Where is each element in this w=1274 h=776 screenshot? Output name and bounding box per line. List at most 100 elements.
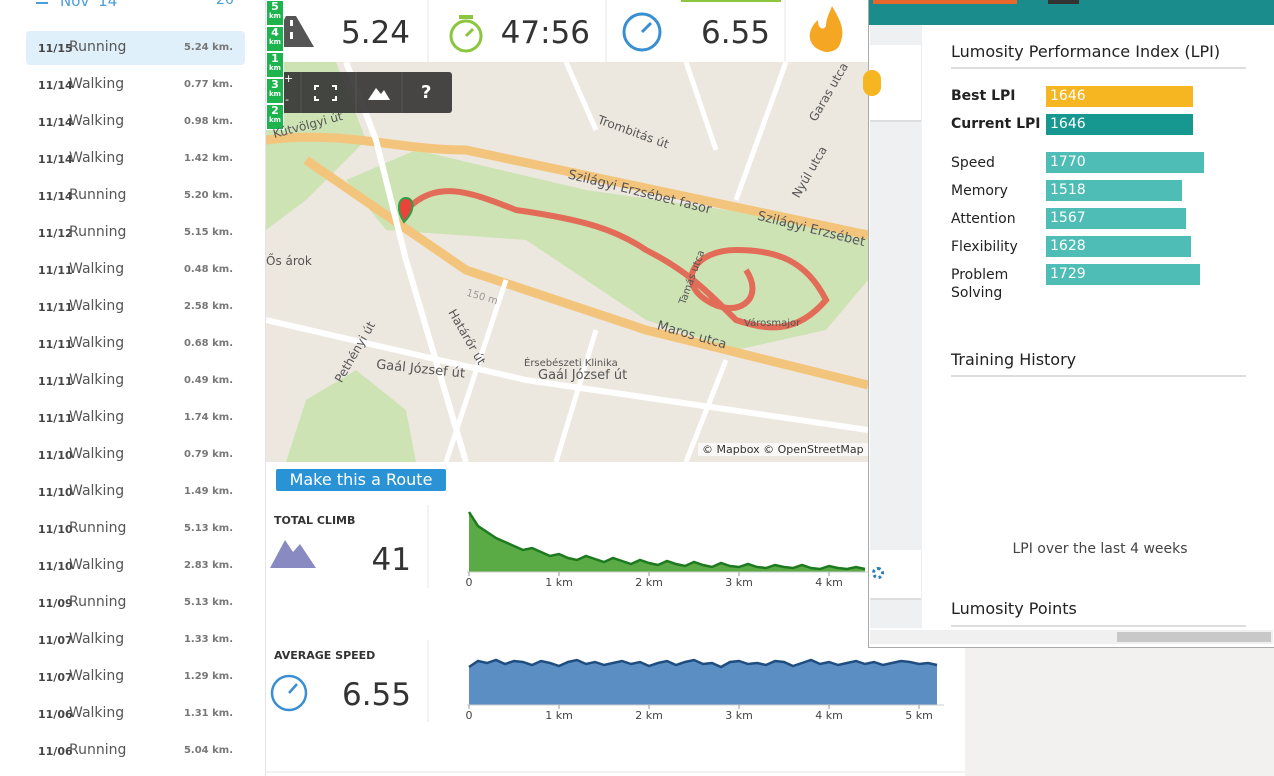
activity-date: 11/06 bbox=[38, 708, 73, 721]
activity-distance: 1.74 km. bbox=[183, 412, 233, 423]
activity-date: 11/14 bbox=[38, 116, 73, 129]
activity-item[interactable]: 11/11 Walking 0.68 km. bbox=[26, 327, 245, 361]
activity-type: Walking bbox=[69, 631, 125, 647]
activity-distance: 5.13 km. bbox=[183, 597, 233, 608]
activity-item[interactable]: 11/10 Walking 1.49 km. bbox=[26, 475, 245, 509]
month-count: 26 bbox=[216, 0, 234, 8]
activity-type: Running bbox=[69, 520, 127, 536]
km-marker: 2 km bbox=[266, 104, 284, 130]
activity-date: 11/09 bbox=[38, 597, 73, 610]
activity-type: Walking bbox=[69, 483, 125, 499]
menu-icon bbox=[36, 2, 48, 4]
route bbox=[403, 188, 830, 331]
activity-type: Walking bbox=[69, 557, 125, 573]
activity-distance: 5.24 km. bbox=[183, 42, 233, 53]
month-header: Nov '14 bbox=[60, 0, 118, 10]
map-attribution: © Mapbox © OpenStreetMap bbox=[698, 443, 868, 456]
zoom-in[interactable]: + bbox=[284, 72, 294, 85]
activity-date: 11/07 bbox=[38, 671, 73, 684]
map-label: Szilágyi Erzsébet fasor bbox=[566, 167, 713, 218]
activity-item[interactable]: 11/07 Walking 1.33 km. bbox=[26, 623, 245, 657]
side-panel bbox=[870, 25, 922, 628]
map-labels: + - ? Szilágyi Erzsébet fasor Trombitás … bbox=[266, 0, 868, 462]
help-button[interactable]: ? bbox=[421, 82, 432, 103]
activity-item[interactable]: 11/11 Walking 1.74 km. bbox=[26, 401, 245, 435]
activity-item[interactable]: 11/14 Walking 1.42 km. bbox=[26, 142, 245, 176]
park bbox=[286, 370, 416, 462]
zoom-out[interactable]: - bbox=[285, 93, 289, 106]
activity-item[interactable]: 11/11 Walking 0.49 km. bbox=[26, 364, 245, 398]
km-marker: 5 km bbox=[266, 0, 284, 26]
km-marker-unit: km bbox=[269, 116, 281, 124]
activity-item[interactable]: 11/10 Running 5.13 km. bbox=[26, 512, 245, 546]
map-label: Határőr út bbox=[445, 306, 489, 368]
activity-distance: 0.68 km. bbox=[183, 338, 233, 349]
activity-type: Walking bbox=[69, 705, 125, 721]
activity-item[interactable]: 11/14 Walking 0.98 km. bbox=[26, 105, 245, 139]
activity-item[interactable]: 11/09 Running 5.13 km. bbox=[26, 586, 245, 620]
climb-label: TOTAL CLIMB bbox=[274, 514, 356, 527]
activity-item[interactable]: 11/14 Walking 0.77 km. bbox=[26, 68, 245, 102]
activity-date: 11/10 bbox=[38, 560, 73, 573]
km-marker-unit: km bbox=[269, 64, 281, 72]
map-label: Maros utca bbox=[655, 318, 729, 353]
activity-type: Running bbox=[69, 39, 127, 55]
road-line bbox=[290, 32, 293, 39]
activity-item[interactable]: 11/11 Walking 0.48 km. bbox=[26, 253, 245, 287]
activity-item[interactable]: 11/10 Walking 0.79 km. bbox=[26, 438, 245, 472]
fullscreen-icon[interactable] bbox=[314, 85, 337, 101]
activity-date: 11/15 bbox=[38, 42, 73, 55]
activity-date: 11/14 bbox=[38, 153, 73, 166]
activity-distance: 1.33 km. bbox=[183, 634, 233, 645]
header-tab bbox=[873, 0, 1017, 4]
skill-name: Memory bbox=[951, 183, 1008, 199]
activity-item[interactable]: 11/06 Walking 1.31 km. bbox=[26, 697, 245, 731]
activity-item[interactable]: 11/12 Running 5.15 km. bbox=[26, 216, 245, 250]
activity-distance: 5.20 km. bbox=[183, 190, 233, 201]
lpi-bar: 1770 bbox=[1046, 152, 1204, 173]
activity-date: 11/14 bbox=[38, 190, 73, 203]
settings-icon[interactable] bbox=[872, 567, 884, 579]
activity-item[interactable]: 11/15 Running 5.24 km. bbox=[26, 31, 245, 65]
map-label: Gaál József út bbox=[375, 357, 466, 382]
activity-type: Walking bbox=[69, 409, 125, 425]
best-lpi-label: Best LPI bbox=[951, 88, 1016, 104]
speed-label: AVERAGE SPEED bbox=[274, 649, 376, 662]
activity-distance: 0.49 km. bbox=[183, 375, 233, 386]
km-marker: 4 km bbox=[266, 26, 284, 52]
current-lpi-label: Current LPI bbox=[951, 116, 1041, 132]
activity-date: 11/11 bbox=[38, 412, 73, 425]
km-marker-number: 1 bbox=[271, 52, 279, 65]
km-marker-unit: km bbox=[269, 90, 281, 98]
km-marker-number: 3 bbox=[271, 78, 279, 91]
lpi-bar: 1628 bbox=[1046, 236, 1192, 257]
activity-detail: + - ? Szilágyi Erzsébet fasor Trombitás … bbox=[266, 0, 965, 776]
stopwatch-hand bbox=[464, 27, 475, 38]
activity-item[interactable]: 11/14 Running 5.20 km. bbox=[26, 179, 245, 213]
lpi-bar: 1729 bbox=[1046, 264, 1201, 285]
activity-distance: 2.58 km. bbox=[183, 301, 233, 312]
main-road bbox=[303, 156, 870, 390]
activity-item[interactable]: 11/10 Walking 2.83 km. bbox=[26, 549, 245, 583]
terrain-icon[interactable] bbox=[368, 88, 390, 100]
activity-date: 11/10 bbox=[38, 523, 73, 536]
header-box bbox=[1048, 0, 1079, 4]
flame-icon bbox=[809, 6, 843, 52]
activity-date: 11/11 bbox=[38, 375, 73, 388]
activity-type: Walking bbox=[69, 372, 125, 388]
activity-distance: 0.98 km. bbox=[183, 116, 233, 127]
side-badge bbox=[863, 70, 881, 96]
activity-type: Walking bbox=[69, 446, 125, 462]
activity-distance: 2.83 km. bbox=[183, 560, 233, 571]
activity-item[interactable]: 11/11 Walking 2.58 km. bbox=[26, 290, 245, 324]
map-label: Tamás utca bbox=[677, 248, 708, 307]
activity-distance: 0.48 km. bbox=[183, 264, 233, 275]
make-route-button[interactable]: Make this a Route bbox=[276, 469, 446, 491]
activity-item[interactable]: 11/07 Walking 1.29 km. bbox=[26, 660, 245, 694]
activity-item[interactable]: 11/06 Running 5.04 km. bbox=[26, 734, 245, 768]
activity-type: Running bbox=[69, 187, 127, 203]
scroll-thumb[interactable] bbox=[1117, 632, 1271, 642]
map-label: Szilágyi Erzsébet bbox=[755, 208, 867, 251]
activity-date: 11/10 bbox=[38, 449, 73, 462]
